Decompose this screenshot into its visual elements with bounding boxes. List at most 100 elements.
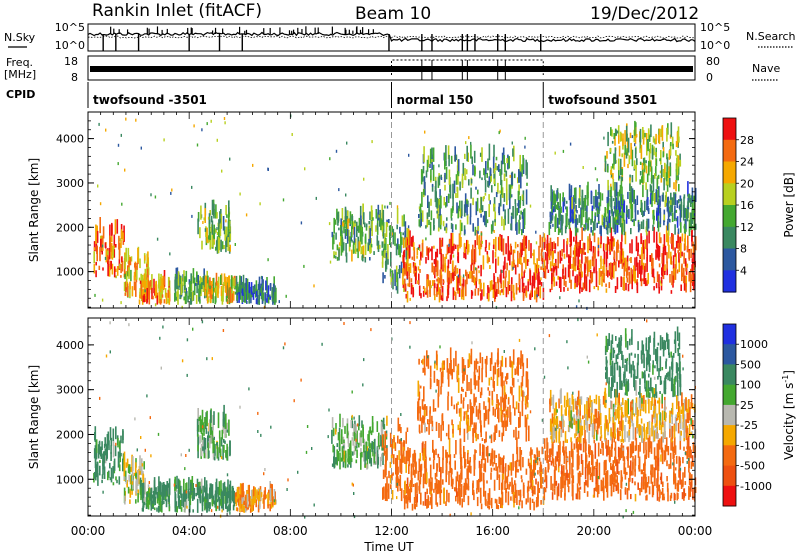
- heatmap-cell: [139, 477, 142, 493]
- heatmap-cell: [453, 180, 456, 194]
- heatmap-cell: [133, 281, 136, 291]
- heatmap-cell: [384, 250, 386, 259]
- heatmap-cell: [467, 450, 469, 455]
- heatmap-cell: [494, 291, 497, 299]
- heatmap-cell: [99, 246, 101, 262]
- heatmap-cell: [195, 294, 198, 304]
- heatmap-cell: [691, 274, 694, 283]
- heatmap-cell: [430, 379, 432, 387]
- heatmap-cell: [467, 486, 470, 491]
- heatmap-cell: [227, 479, 229, 493]
- heatmap-cell: [211, 427, 213, 434]
- heatmap-cell: [228, 275, 230, 290]
- heatmap-cell: [612, 403, 615, 420]
- heatmap-cell: [693, 244, 695, 256]
- heatmap-cell: [475, 186, 477, 190]
- heatmap-cell: [473, 371, 476, 386]
- heatmap-cell: [599, 404, 601, 421]
- heatmap-cell: [502, 280, 505, 296]
- heatmap-cell: [659, 170, 662, 174]
- heatmap-cell: [573, 443, 576, 450]
- heatmap-cell: [656, 177, 659, 190]
- heatmap-cell: [430, 169, 432, 181]
- heatmap-cell: [505, 476, 508, 483]
- heatmap-cell: [533, 249, 535, 265]
- heatmap-cell: [610, 462, 612, 470]
- heatmap-cell: [477, 361, 479, 364]
- heatmap-cell: [634, 204, 637, 221]
- heatmap-cell: [418, 206, 421, 210]
- heatmap-cell: [548, 243, 551, 257]
- heatmap-cell: [607, 211, 610, 227]
- heatmap-cell: [637, 221, 640, 233]
- heatmap-cell: [347, 458, 349, 462]
- heatmap-cell: [587, 238, 589, 254]
- heatmap-cell: [457, 276, 459, 284]
- heatmap-cell: [566, 213, 568, 228]
- heatmap-cell: [522, 190, 525, 206]
- heatmap-cell: [266, 277, 268, 294]
- heatmap-cell: [554, 262, 557, 266]
- heatmap-cell: [522, 293, 525, 301]
- heatmap-cell: [258, 499, 261, 509]
- heatmap-cell: [245, 494, 247, 509]
- heatmap-cell: [409, 481, 412, 487]
- heatmap-cell: [332, 427, 335, 437]
- heatmap-cell: [690, 461, 693, 469]
- heatmap-cell: [526, 414, 529, 420]
- heatmap-cell: [510, 216, 513, 231]
- heatmap-cell: [600, 225, 602, 237]
- heatmap-cell: [357, 249, 359, 259]
- heatmap-cell: [206, 283, 209, 296]
- heatmap-cell: [207, 239, 209, 244]
- heatmap-cell: [663, 234, 666, 248]
- heatmap-cell: [420, 293, 422, 299]
- heatmap-cell: [612, 241, 614, 250]
- heatmap-cell: [140, 285, 143, 291]
- heatmap-cell: [436, 378, 438, 387]
- heatmap-cell: [669, 166, 672, 177]
- heatmap-cell: [191, 476, 194, 491]
- heatmap-cell: [108, 470, 110, 478]
- heatmap-cell: [474, 247, 477, 263]
- heatmap-cell: [375, 225, 377, 232]
- heatmap-cell: [559, 250, 562, 264]
- heatmap-cell: [537, 470, 539, 475]
- heatmap-cell: [333, 234, 335, 245]
- heatmap-cell: [485, 371, 487, 378]
- heatmap-cell: [579, 240, 581, 253]
- heatmap-cell: [555, 480, 558, 486]
- heatmap-cell: [147, 484, 150, 489]
- heatmap-cell: [390, 243, 392, 248]
- heatmap-cell: [580, 264, 582, 278]
- heatmap-cell: [446, 489, 448, 502]
- heatmap-cell: [599, 242, 602, 249]
- heatmap-cell: [519, 196, 522, 205]
- heatmap-cell: [552, 483, 554, 492]
- heatmap-cell: [101, 250, 103, 255]
- heatmap-cell: [556, 451, 558, 462]
- heatmap-cell: [380, 421, 383, 430]
- heatmap-cell: [462, 358, 465, 374]
- heatmap-cell: [421, 442, 424, 453]
- heatmap-cell: [688, 454, 690, 468]
- heatmap-cell: [199, 415, 202, 433]
- heatmap-cell: [505, 394, 507, 400]
- heatmap-cell: [614, 221, 617, 233]
- heatmap-cell: [99, 227, 101, 233]
- heatmap-cell: [470, 264, 472, 279]
- colorbar-swatch: [723, 248, 736, 271]
- heatmap-cell: [563, 465, 565, 476]
- heatmap-cell: [634, 481, 636, 486]
- heatmap-cell: [512, 284, 515, 298]
- heatmap-cell: [418, 219, 421, 227]
- heatmap-cell: [433, 218, 435, 224]
- heatmap-cell: [457, 247, 460, 251]
- heatmap-cell: [565, 206, 567, 210]
- heatmap-cell: [455, 495, 457, 502]
- heatmap-cell: [517, 357, 519, 365]
- heatmap-cell: [586, 464, 589, 476]
- heatmap-cell: [646, 233, 648, 250]
- heatmap-cell: [581, 195, 583, 210]
- heatmap-cell: [403, 251, 405, 267]
